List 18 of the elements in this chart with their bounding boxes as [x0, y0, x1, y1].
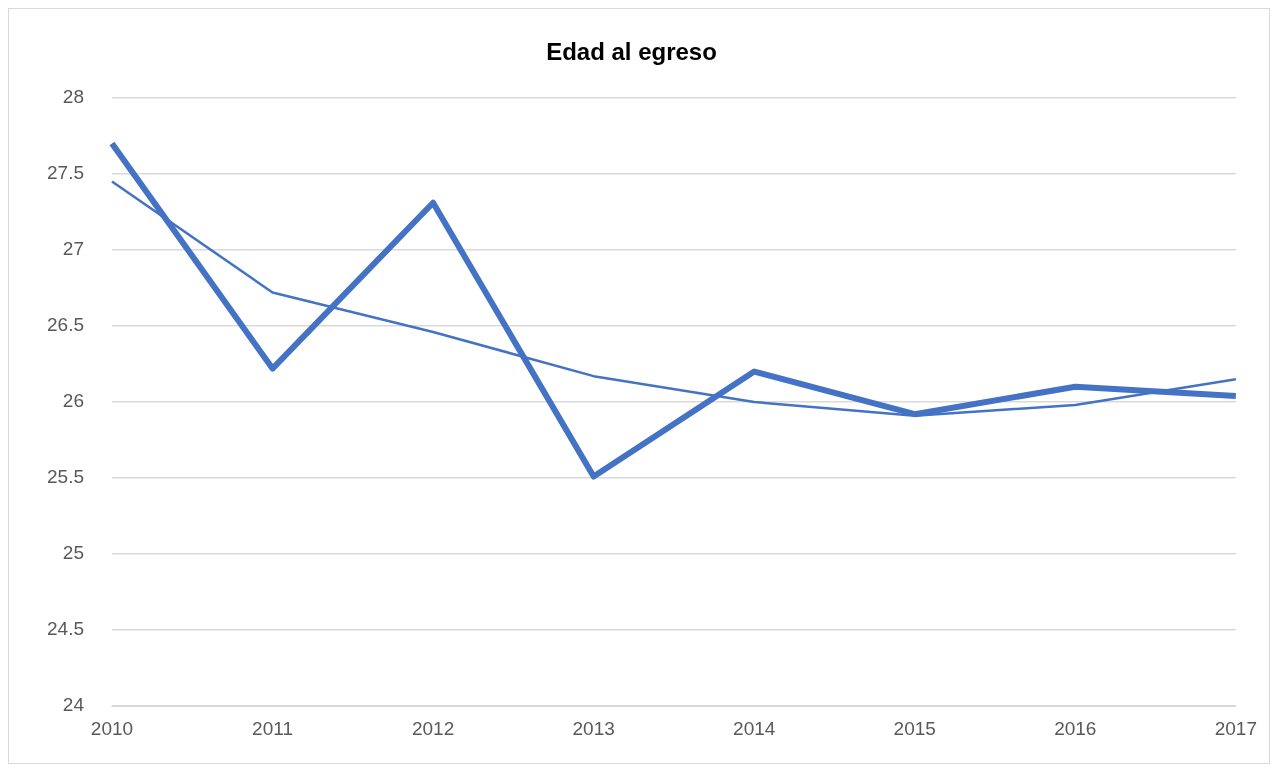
y-tick-label: 24	[62, 694, 85, 716]
y-tick-label: 25.5	[47, 466, 84, 488]
x-tick-label: 2013	[572, 717, 615, 739]
y-tick-label: 24.5	[47, 618, 84, 640]
y-tick-label: 25	[62, 542, 84, 564]
x-tick-label: 2014	[733, 717, 776, 739]
chart-title: Edad al egreso	[546, 38, 717, 66]
y-tick-label: 27	[62, 238, 84, 260]
x-tick-label: 2017	[1214, 717, 1258, 739]
y-tick-label: 27.5	[47, 162, 84, 184]
x-tick-label: 2010	[90, 717, 134, 739]
x-tick-label: 2012	[411, 717, 455, 739]
y-tick-label: 26.5	[47, 314, 84, 336]
y-tick-label: 26	[62, 390, 84, 412]
x-tick-label: 2015	[893, 717, 936, 739]
y-tick-label: 28	[62, 86, 84, 108]
x-tick-label: 2016	[1054, 717, 1097, 739]
x-tick-label: 2011	[252, 717, 293, 739]
